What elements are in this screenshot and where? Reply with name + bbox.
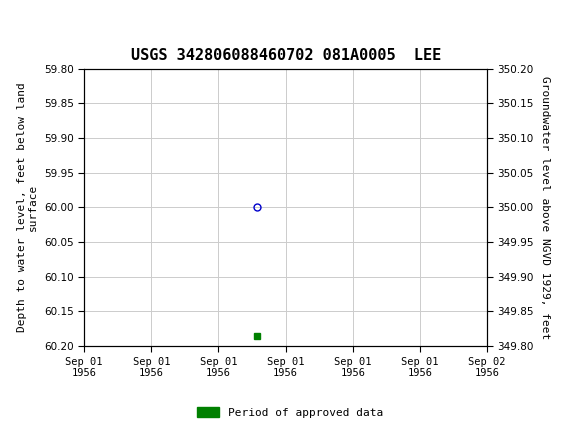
Text: ≈USGS: ≈USGS bbox=[3, 12, 74, 30]
Title: USGS 342806088460702 081A0005  LEE: USGS 342806088460702 081A0005 LEE bbox=[130, 49, 441, 64]
Legend: Period of approved data: Period of approved data bbox=[193, 403, 387, 422]
Y-axis label: Depth to water level, feet below land
surface: Depth to water level, feet below land su… bbox=[17, 83, 38, 332]
Y-axis label: Groundwater level above NGVD 1929, feet: Groundwater level above NGVD 1929, feet bbox=[539, 76, 550, 339]
